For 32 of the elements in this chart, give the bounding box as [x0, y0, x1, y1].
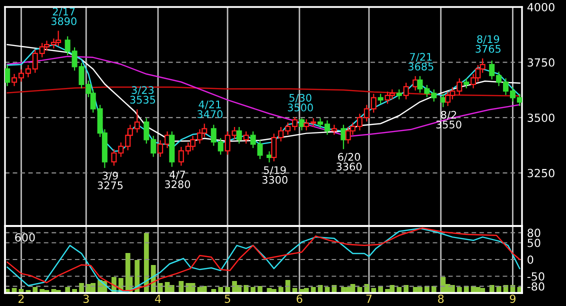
y2-tick-label: 80 — [528, 228, 540, 238]
x-tick-label: 2 — [18, 294, 24, 303]
y2-tick-label: 0 — [528, 255, 534, 264]
annotation: 5/19 3300 — [262, 166, 288, 184]
x-tick-label: 8 — [438, 294, 444, 303]
y-tick-label: 3750 — [528, 58, 554, 67]
annotation: 7/21 3685 — [408, 52, 434, 70]
candlestick — [340, 124, 346, 150]
x-tick-label: 4 — [155, 294, 161, 303]
y2-tick-label: 50 — [528, 238, 540, 248]
annotation: 2/17 3890 — [51, 8, 76, 26]
candlestick — [331, 124, 337, 135]
annotation: 6/20 3360 — [336, 152, 362, 170]
x-tick-label: 3 — [83, 294, 89, 303]
annotation: 4/7 3280 — [165, 170, 190, 188]
y-tick-label: 3250 — [528, 168, 554, 178]
x-tick-label: 5 — [224, 294, 230, 303]
x-tick-label: 7 — [366, 294, 372, 303]
annotation: 3/9 3275 — [98, 172, 123, 190]
candlestick — [266, 151, 272, 162]
x-tick-label: 6 — [296, 294, 302, 303]
candlestick — [236, 127, 242, 144]
annotation: 8/19 3765 — [476, 35, 500, 53]
y2-tick-label: -50 — [527, 272, 544, 281]
x-tick-label: 9 — [510, 294, 516, 303]
annotation: 3/23 3535 — [130, 86, 156, 104]
y-tick-label: 3500 — [528, 114, 554, 122]
annotation: 4/21 3470 — [197, 100, 222, 118]
candlestick — [403, 82, 409, 100]
y2-tick-label: -80 — [527, 282, 544, 291]
candlestick — [243, 131, 249, 144]
y-tick-label: 4000 — [527, 2, 554, 12]
